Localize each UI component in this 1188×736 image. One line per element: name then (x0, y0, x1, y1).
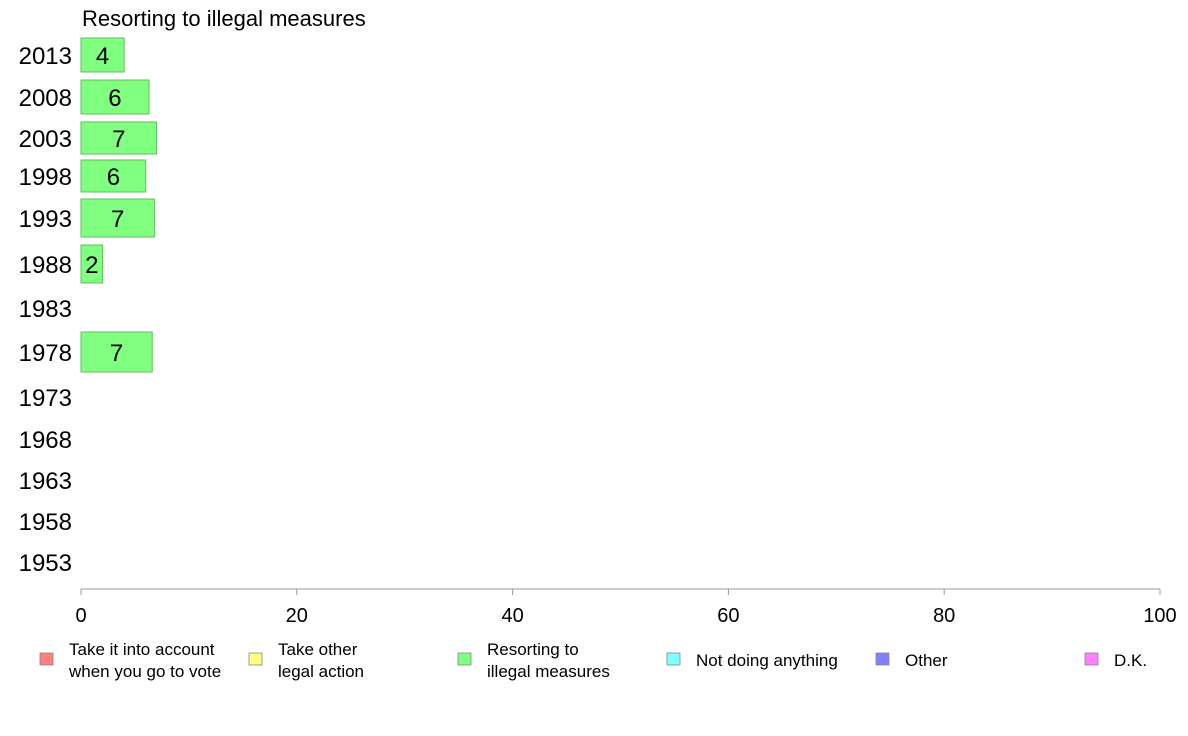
legend-swatch (1084, 652, 1099, 666)
x-tick-label: 0 (75, 605, 86, 627)
year-label: 1988 (19, 252, 72, 279)
x-tick-label: 80 (933, 605, 955, 627)
legend-label: Not doing anything (696, 651, 838, 670)
legend-label: when you go to vote (68, 662, 221, 681)
legend-swatch (39, 652, 54, 666)
bar-value-label: 6 (108, 85, 121, 112)
bar-value-label: 4 (96, 43, 109, 70)
bar (80, 37, 125, 73)
bar-value-label: 2 (85, 252, 98, 279)
legend-label: Other (905, 651, 948, 670)
year-label: 1958 (19, 509, 72, 536)
bar (80, 79, 150, 115)
bar (80, 331, 153, 373)
year-label: 2013 (19, 43, 72, 70)
legend-label: D.K. (1114, 651, 1147, 670)
legend-swatch (248, 652, 263, 666)
bar (80, 121, 158, 155)
year-label: 1973 (19, 385, 72, 412)
legend: Take it into account when you go to vote T… (39, 640, 1147, 681)
year-label: 1968 (19, 427, 72, 454)
year-label: 1953 (19, 550, 72, 577)
year-label: 1983 (19, 296, 72, 323)
bar (80, 159, 147, 193)
bar-value-label: 7 (112, 126, 125, 153)
chart-title: Resorting to illegal measures (82, 6, 366, 31)
legend-label: Resorting to (487, 640, 579, 659)
legend-label: legal action (278, 662, 364, 681)
legend-swatch (666, 652, 681, 666)
year-label: 1998 (19, 164, 72, 191)
bar (80, 244, 104, 284)
year-label: 2003 (19, 126, 72, 153)
year-label: 1963 (19, 468, 72, 495)
x-tick-label: 60 (717, 605, 739, 627)
legend-label: Take it into account (69, 640, 215, 659)
year-label: 1978 (19, 340, 72, 367)
bar (80, 198, 155, 238)
x-tick-label: 40 (501, 605, 523, 627)
x-tick-label: 100 (1143, 605, 1176, 627)
bar-value-label: 7 (111, 206, 124, 233)
year-label: 2008 (19, 85, 72, 112)
bar-value-label: 6 (107, 164, 120, 191)
x-axis: 0 20 40 60 80 100 (75, 588, 1177, 627)
legend-swatch (875, 652, 890, 666)
x-tick-label: 20 (286, 605, 308, 627)
legend-swatch (457, 652, 472, 666)
legend-label: Take other (278, 640, 358, 659)
legend-label: illegal measures (487, 662, 610, 681)
year-label: 1993 (19, 206, 72, 233)
bars-layer: 2013 4 2008 6 2003 7 1998 6 1993 7 1988 2 1983 1978 7 1… (19, 37, 158, 577)
bar-value-label: 7 (110, 340, 123, 367)
